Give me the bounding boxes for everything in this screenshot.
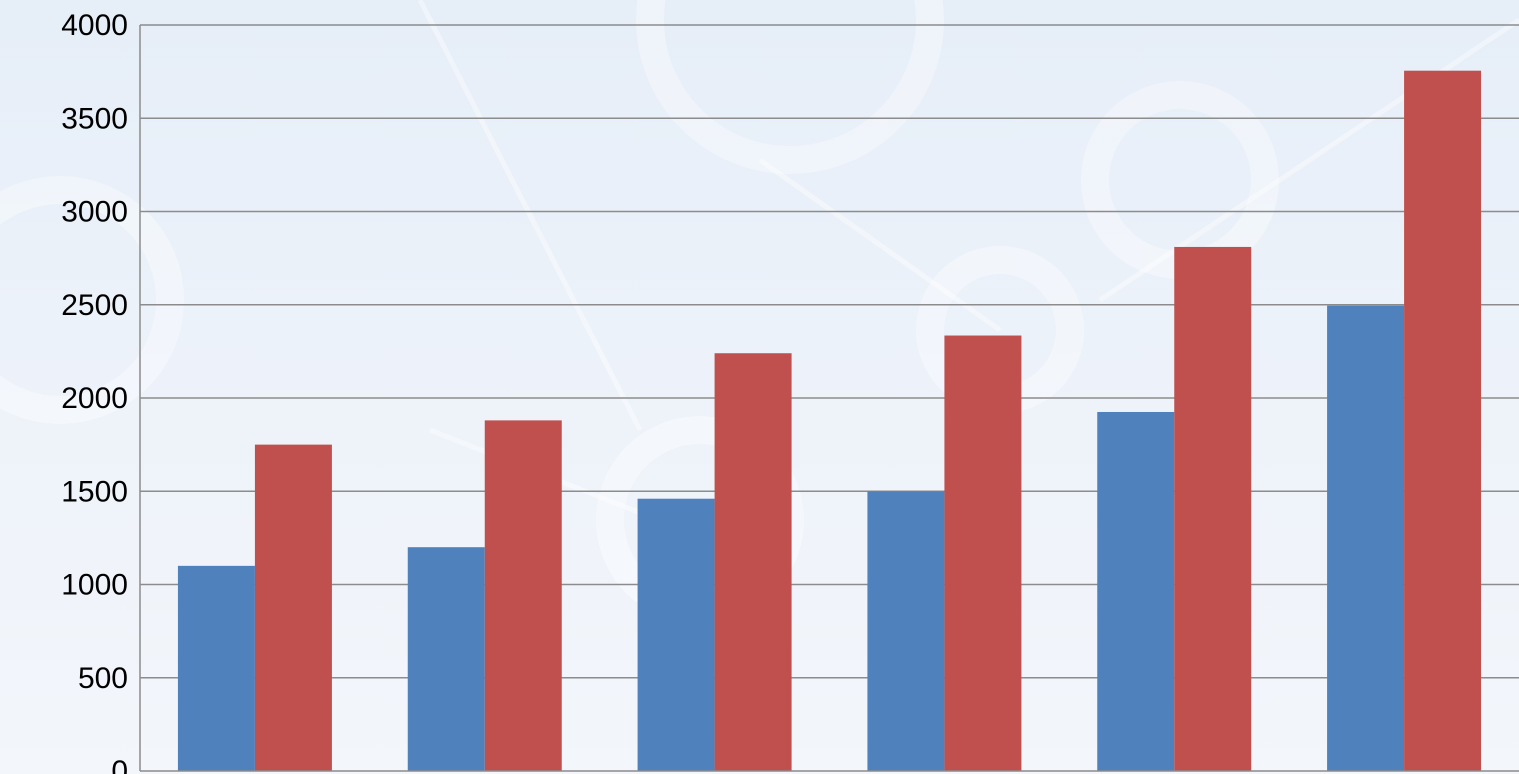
decor-circle (636, 0, 944, 174)
bars (177, 70, 1482, 771)
bar-series-2-category-6 (1404, 70, 1482, 771)
y-tick-label: 2000 (61, 382, 128, 415)
y-tick-label: 500 (78, 662, 128, 695)
decor-line (417, 0, 643, 432)
decor-circle (1081, 81, 1279, 279)
bar-series-2-category-4 (944, 335, 1022, 771)
y-tick-label: 1500 (61, 475, 128, 508)
decor-line (758, 157, 1002, 333)
y-tick-label: 0 (111, 755, 128, 774)
decor-circle (0, 176, 184, 424)
y-tick-labels: 0 500 1000 1500 2000 2500 3000 3500 4000 (61, 9, 128, 774)
bar-series-1-category-3 (637, 498, 715, 771)
axes (139, 25, 1519, 772)
y-tick-label: 4000 (61, 9, 128, 42)
bar-series-2-category-3 (714, 353, 792, 771)
bar-series-1-category-2 (407, 547, 485, 771)
bar-series-2-category-1 (254, 444, 332, 771)
bar-series-1-category-6 (1327, 305, 1405, 771)
bar-series-2-category-2 (484, 420, 562, 771)
bar-series-1-category-4 (867, 491, 945, 771)
y-tick-label: 2500 (61, 289, 128, 322)
bar-series-1-category-1 (177, 565, 255, 771)
y-tick-label: 3000 (61, 196, 128, 229)
y-tick-label: 3500 (61, 102, 128, 135)
gridlines (140, 24, 1519, 679)
decor-line (1098, 17, 1519, 303)
y-tick-label: 1000 (61, 569, 128, 602)
bar-series-2-category-5 (1174, 246, 1252, 771)
bar-series-1-category-5 (1097, 411, 1175, 771)
